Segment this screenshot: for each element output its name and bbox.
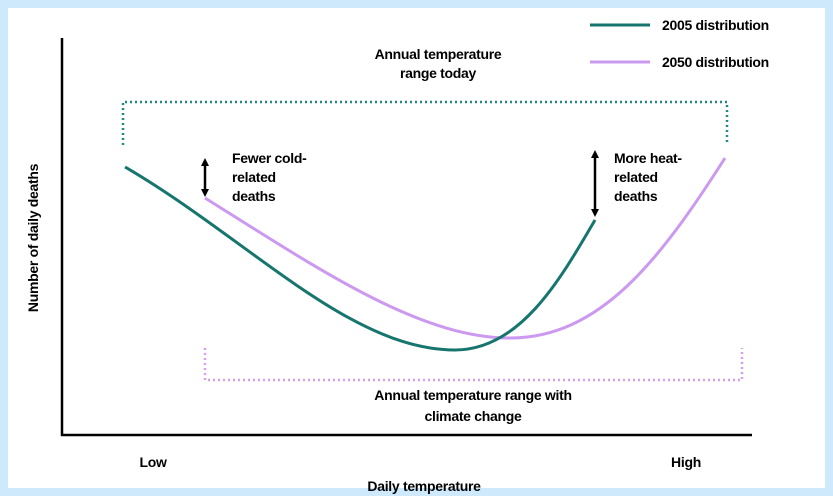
annotation: Annual temperature range with climate cha… [374,387,571,424]
curve-2050 [204,157,727,340]
x-low-label: Low [139,454,167,470]
annotation: Annual temperature range today [375,46,502,81]
legend-label: 2005 distribution [662,17,769,33]
x-axis-label: Daily temperature [367,478,481,494]
y-axis-label: Number of daily deaths [25,163,41,312]
x-high-label: High [671,454,701,470]
annotation: Fewer cold-related deaths [232,150,307,204]
legend-label: 2050 distribution [662,54,769,70]
range-today-bracket [121,100,729,145]
curve-2005 [124,165,597,352]
range-future-bracket [203,348,744,382]
panel [8,8,825,488]
annotation: More heat-related deaths [614,150,682,204]
